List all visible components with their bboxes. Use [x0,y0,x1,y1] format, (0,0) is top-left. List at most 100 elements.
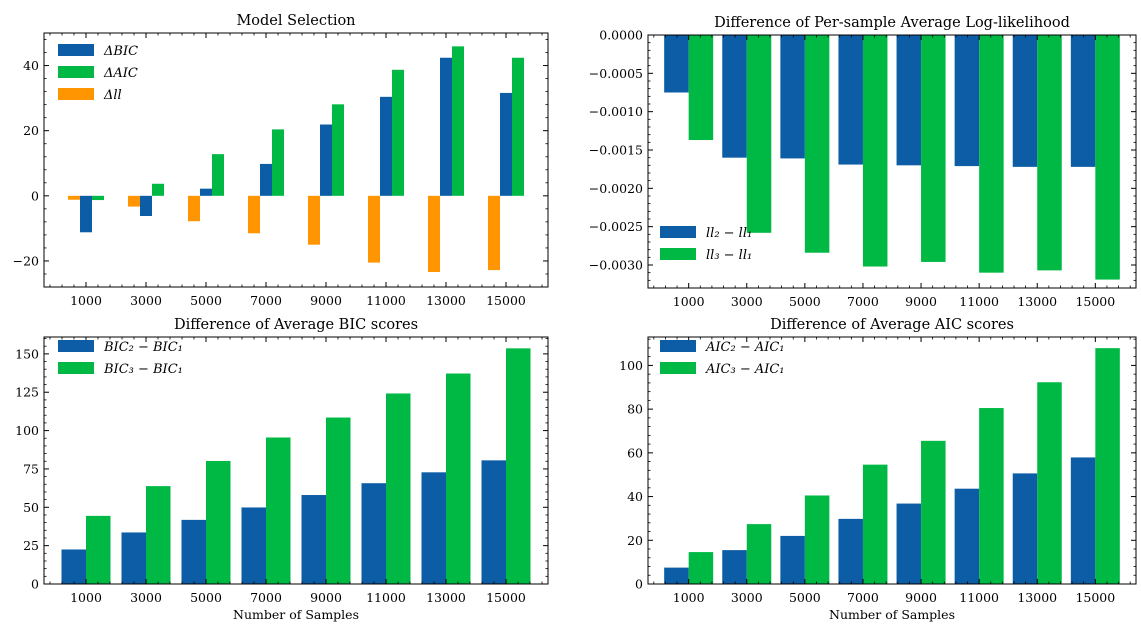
legend: ΔBIC ΔAIC Δll [58,44,138,103]
y-tick-label: 75 [23,461,39,476]
bar-2-s1-5000 [780,35,805,159]
bar-2-s1-7000 [838,35,863,165]
bar-3-s2-1000 [86,515,111,584]
y-tick-label: 60 [627,445,643,460]
bar-1-s2-15000 [500,92,512,196]
x-tick-label: 3000 [731,590,763,605]
bar-1-s3-15000 [512,57,524,196]
y-tick-label: 125 [15,385,39,400]
bar-4-s1-13000 [1012,473,1038,584]
bar-3-s2-13000 [446,373,471,584]
x-tick-label: 1000 [70,293,102,308]
x-tick-label: 7000 [250,590,282,605]
y-tick-label: 0.0000 [599,28,643,43]
legend-label: BIC₃ − BIC₁ [103,362,183,377]
bar-4-s2-13000 [1037,382,1062,584]
legend-swatch [58,340,94,352]
bar-2-s1-3000 [722,35,747,158]
legend-swatch [660,362,696,374]
y-tick-label: 0 [31,188,39,203]
bar-1-s2-3000 [140,195,152,217]
bar-1-s2-13000 [440,57,452,196]
bar-1-s3-5000 [212,154,224,196]
x-tick-label: 13000 [426,293,466,308]
chart-title: Difference of Average BIC scores [174,317,418,333]
legend-label: AIC₃ − AIC₁ [705,362,785,377]
y-tick-label: −0.0015 [589,143,643,158]
bar-3-s2-9000 [326,417,351,584]
bar-1-s1-7000 [248,195,260,234]
bar-1-s3-3000 [152,183,164,196]
y-tick-label: 100 [619,358,643,373]
y-tick-label: 100 [15,423,39,438]
bar-1-s3-7000 [272,129,284,196]
bar-1-s3-11000 [392,69,404,196]
x-tick-label: 5000 [789,294,821,309]
y-tick-label: −0.0020 [589,181,643,196]
bar-4-s1-11000 [954,488,980,584]
legend: AIC₂ − AIC₁ AIC₃ − AIC₁ [660,340,785,377]
bar-4-s2-7000 [862,464,888,584]
x-tick-label: 15000 [486,590,526,605]
bar-2-s2-5000 [804,35,830,253]
x-tick-label: 3000 [731,294,763,309]
bar-2-s2-11000 [979,35,1004,273]
y-tick-label: 150 [15,346,39,361]
bar-3-s1-13000 [421,472,446,584]
y-tick-label: 0 [635,577,643,592]
plot-frame [43,336,549,585]
x-axis-label: Number of Samples [829,607,955,622]
plot-frame [43,32,549,288]
bar-1-s2-9000 [320,124,332,196]
bar-1-s1-1000 [68,195,80,200]
bar-3-s1-11000 [361,483,386,584]
x-tick-label: 15000 [1075,294,1115,309]
bar-2-s1-13000 [1012,35,1038,167]
x-tick-label: 1000 [70,590,102,605]
chart-panel-3: 0 25 50 75 100 125 150 1000 3000 5000 7000 9000 1100… [15,317,549,622]
x-tick-label: 5000 [789,590,821,605]
bar-4-s1-5000 [780,535,805,584]
legend-swatch [660,340,696,352]
y-tick-label: 40 [627,489,643,504]
bar-4-s2-9000 [921,440,946,584]
chart-panel-1: −20 0 20 40 1000 3000 5000 7000 9000 11000 13000 15… [13,13,549,308]
bar-1-s1-9000 [308,195,320,245]
bar-2-s1-1000 [664,35,689,93]
bar-2-s2-13000 [1037,35,1062,271]
bar-3-s2-7000 [266,437,291,584]
bar-3-s1-15000 [481,460,506,584]
bar-1-s2-7000 [260,163,272,196]
y-tick-label: 80 [627,402,643,417]
legend-label: ΔBIC [103,44,138,59]
bar-2-s2-15000 [1095,35,1120,280]
bar-3-s1-5000 [181,519,206,584]
bar-1-s1-5000 [188,195,200,222]
x-tick-label: 15000 [486,293,526,308]
bar-3-s1-7000 [241,507,266,584]
legend-swatch [58,362,94,374]
bar-4-s2-1000 [688,552,714,584]
bar-1-s2-1000 [80,195,92,233]
x-tick-label: 13000 [1017,590,1057,605]
x-tick-label: 5000 [190,590,222,605]
bar-2-s2-3000 [746,35,772,233]
legend-label: ll₃ − ll₁ [706,248,752,263]
bar-2-s2-7000 [862,35,888,267]
bar-4-s1-15000 [1070,457,1096,584]
bar-4-s1-3000 [722,550,747,584]
y-tick-label: 25 [23,538,39,553]
legend-swatch [660,226,696,238]
x-tick-label: 11000 [366,590,406,605]
bar-3-s2-15000 [506,348,531,584]
x-tick-label: 5000 [190,293,222,308]
bar-2-s2-1000 [688,35,714,141]
legend-label: AIC₂ − AIC₁ [705,340,785,355]
bar-1-s2-11000 [380,96,392,196]
x-tick-label: 11000 [366,293,406,308]
y-tick-label: −0.0025 [589,219,643,234]
bar-4-s2-15000 [1095,348,1120,584]
x-tick-label: 11000 [959,590,999,605]
x-tick-label: 9000 [310,293,342,308]
